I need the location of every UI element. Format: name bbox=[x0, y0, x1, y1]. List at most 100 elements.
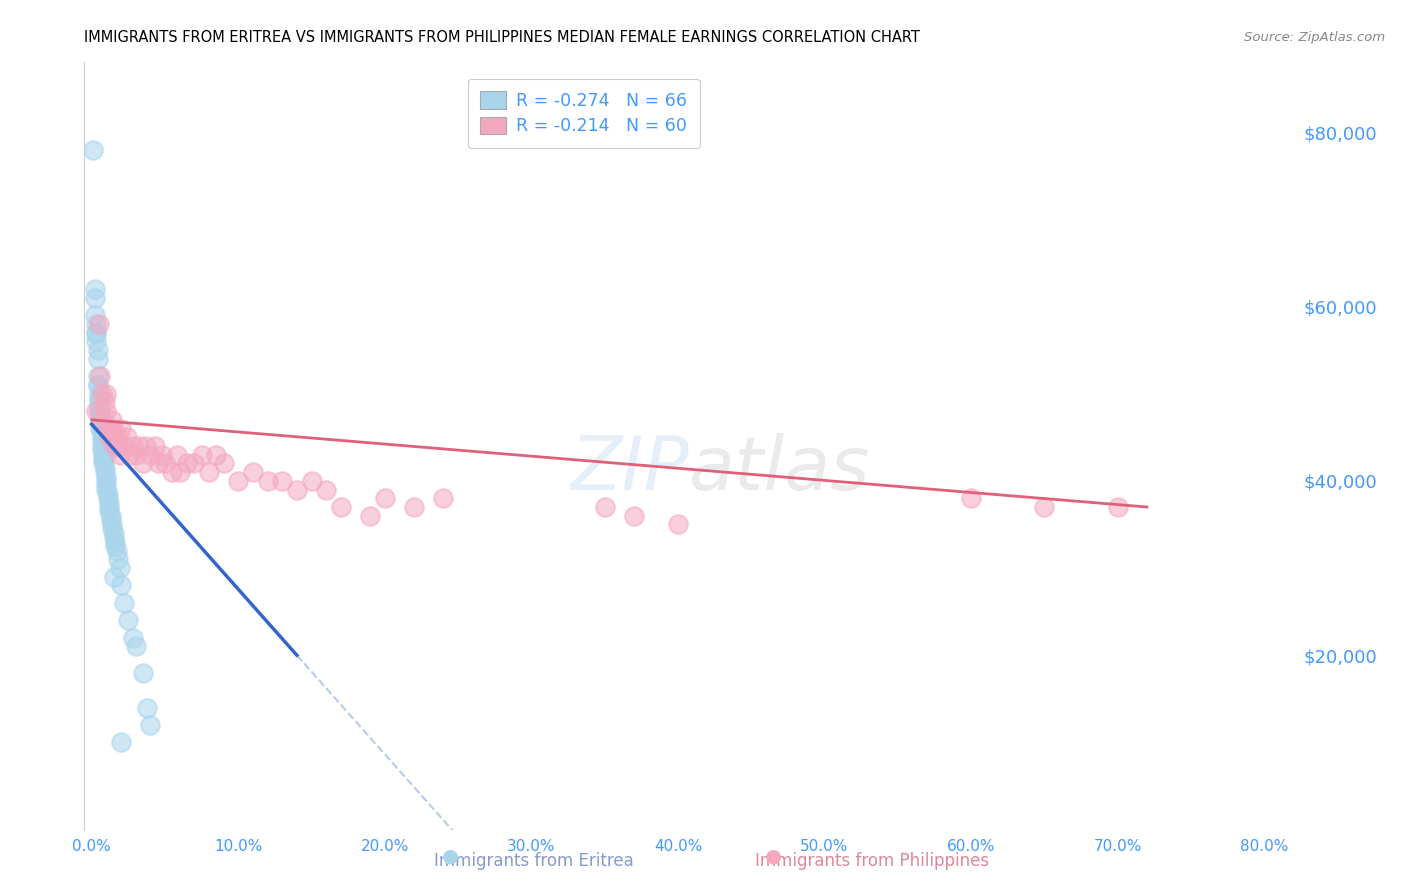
Point bbox=[96, 483, 118, 497]
Point bbox=[83, 282, 105, 296]
Point bbox=[83, 308, 105, 322]
Point bbox=[359, 508, 381, 523]
Point bbox=[91, 430, 114, 444]
Text: ZIP: ZIP bbox=[571, 433, 689, 505]
Point bbox=[623, 508, 645, 523]
Point bbox=[87, 386, 110, 401]
Point bbox=[83, 291, 105, 305]
Point bbox=[89, 404, 111, 418]
Point bbox=[593, 500, 616, 514]
Point bbox=[960, 491, 983, 506]
Text: Source: ZipAtlas.com: Source: ZipAtlas.com bbox=[1244, 31, 1385, 45]
Point bbox=[198, 465, 221, 479]
Point bbox=[89, 413, 111, 427]
Point bbox=[82, 143, 104, 157]
Point bbox=[98, 500, 121, 514]
Point bbox=[91, 425, 114, 440]
Point bbox=[112, 596, 135, 610]
Point bbox=[91, 439, 114, 453]
Point bbox=[96, 478, 118, 492]
Point bbox=[103, 570, 125, 584]
Point bbox=[115, 430, 138, 444]
Point bbox=[97, 491, 120, 506]
Point bbox=[105, 543, 128, 558]
Point bbox=[98, 504, 121, 518]
Point bbox=[87, 317, 110, 331]
Point bbox=[94, 395, 117, 409]
Point bbox=[128, 439, 150, 453]
Point bbox=[666, 517, 689, 532]
Point bbox=[101, 413, 124, 427]
Point bbox=[121, 439, 143, 453]
Point bbox=[169, 465, 191, 479]
Text: Immigrants from Philippines: Immigrants from Philippines bbox=[755, 852, 988, 870]
Point bbox=[91, 421, 114, 435]
Point bbox=[86, 378, 108, 392]
Point bbox=[89, 369, 111, 384]
Text: ●: ● bbox=[765, 847, 782, 865]
Point bbox=[100, 513, 122, 527]
Point bbox=[176, 457, 198, 471]
Point bbox=[108, 448, 131, 462]
Point bbox=[205, 448, 228, 462]
Point bbox=[84, 326, 107, 340]
Point bbox=[100, 508, 122, 523]
Point bbox=[96, 404, 118, 418]
Point bbox=[1033, 500, 1056, 514]
Point bbox=[103, 526, 125, 541]
Point bbox=[285, 483, 308, 497]
Point bbox=[132, 457, 155, 471]
Point bbox=[86, 369, 108, 384]
Point bbox=[226, 474, 249, 488]
Point bbox=[110, 735, 132, 749]
Point bbox=[132, 665, 155, 680]
Point bbox=[110, 578, 132, 592]
Point bbox=[96, 469, 118, 483]
Point bbox=[94, 460, 117, 475]
Text: ●: ● bbox=[441, 847, 458, 865]
Point bbox=[146, 457, 169, 471]
Point bbox=[212, 457, 235, 471]
Text: Immigrants from Eritrea: Immigrants from Eritrea bbox=[434, 852, 634, 870]
Point bbox=[190, 448, 212, 462]
Point bbox=[301, 474, 323, 488]
Point bbox=[93, 452, 115, 467]
Point bbox=[139, 718, 162, 732]
Point bbox=[105, 439, 128, 453]
Point bbox=[124, 640, 146, 654]
Text: atlas: atlas bbox=[689, 433, 870, 505]
Point bbox=[183, 457, 205, 471]
Point bbox=[89, 417, 111, 432]
Point bbox=[404, 500, 426, 514]
Point bbox=[97, 421, 120, 435]
Point bbox=[150, 448, 173, 462]
Point bbox=[98, 496, 121, 510]
Point bbox=[86, 351, 108, 366]
Point bbox=[97, 487, 120, 501]
Point bbox=[101, 522, 124, 536]
Point bbox=[242, 465, 264, 479]
Point bbox=[91, 434, 114, 449]
Point bbox=[87, 395, 110, 409]
Point bbox=[104, 539, 127, 553]
Point bbox=[86, 378, 108, 392]
Point bbox=[89, 421, 111, 435]
Point bbox=[256, 474, 278, 488]
Point bbox=[374, 491, 396, 506]
Point bbox=[96, 474, 118, 488]
Text: IMMIGRANTS FROM ERITREA VS IMMIGRANTS FROM PHILIPPINES MEDIAN FEMALE EARNINGS CO: IMMIGRANTS FROM ERITREA VS IMMIGRANTS FR… bbox=[84, 29, 921, 45]
Point bbox=[107, 552, 129, 566]
Point bbox=[91, 386, 114, 401]
Point bbox=[96, 448, 118, 462]
Point bbox=[93, 421, 115, 435]
Point bbox=[103, 439, 125, 453]
Point bbox=[118, 448, 141, 462]
Point bbox=[84, 326, 107, 340]
Point bbox=[98, 430, 121, 444]
Point bbox=[162, 465, 184, 479]
Point bbox=[96, 386, 118, 401]
Point bbox=[110, 421, 132, 435]
Point bbox=[86, 343, 108, 358]
Point bbox=[432, 491, 454, 506]
Point bbox=[143, 439, 166, 453]
